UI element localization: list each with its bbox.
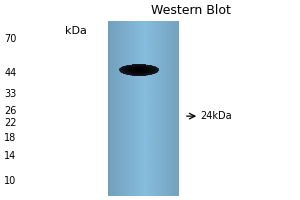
- Text: kDa: kDa: [65, 26, 87, 36]
- Text: Western Blot: Western Blot: [151, 4, 231, 17]
- Text: 24kDa: 24kDa: [200, 111, 232, 121]
